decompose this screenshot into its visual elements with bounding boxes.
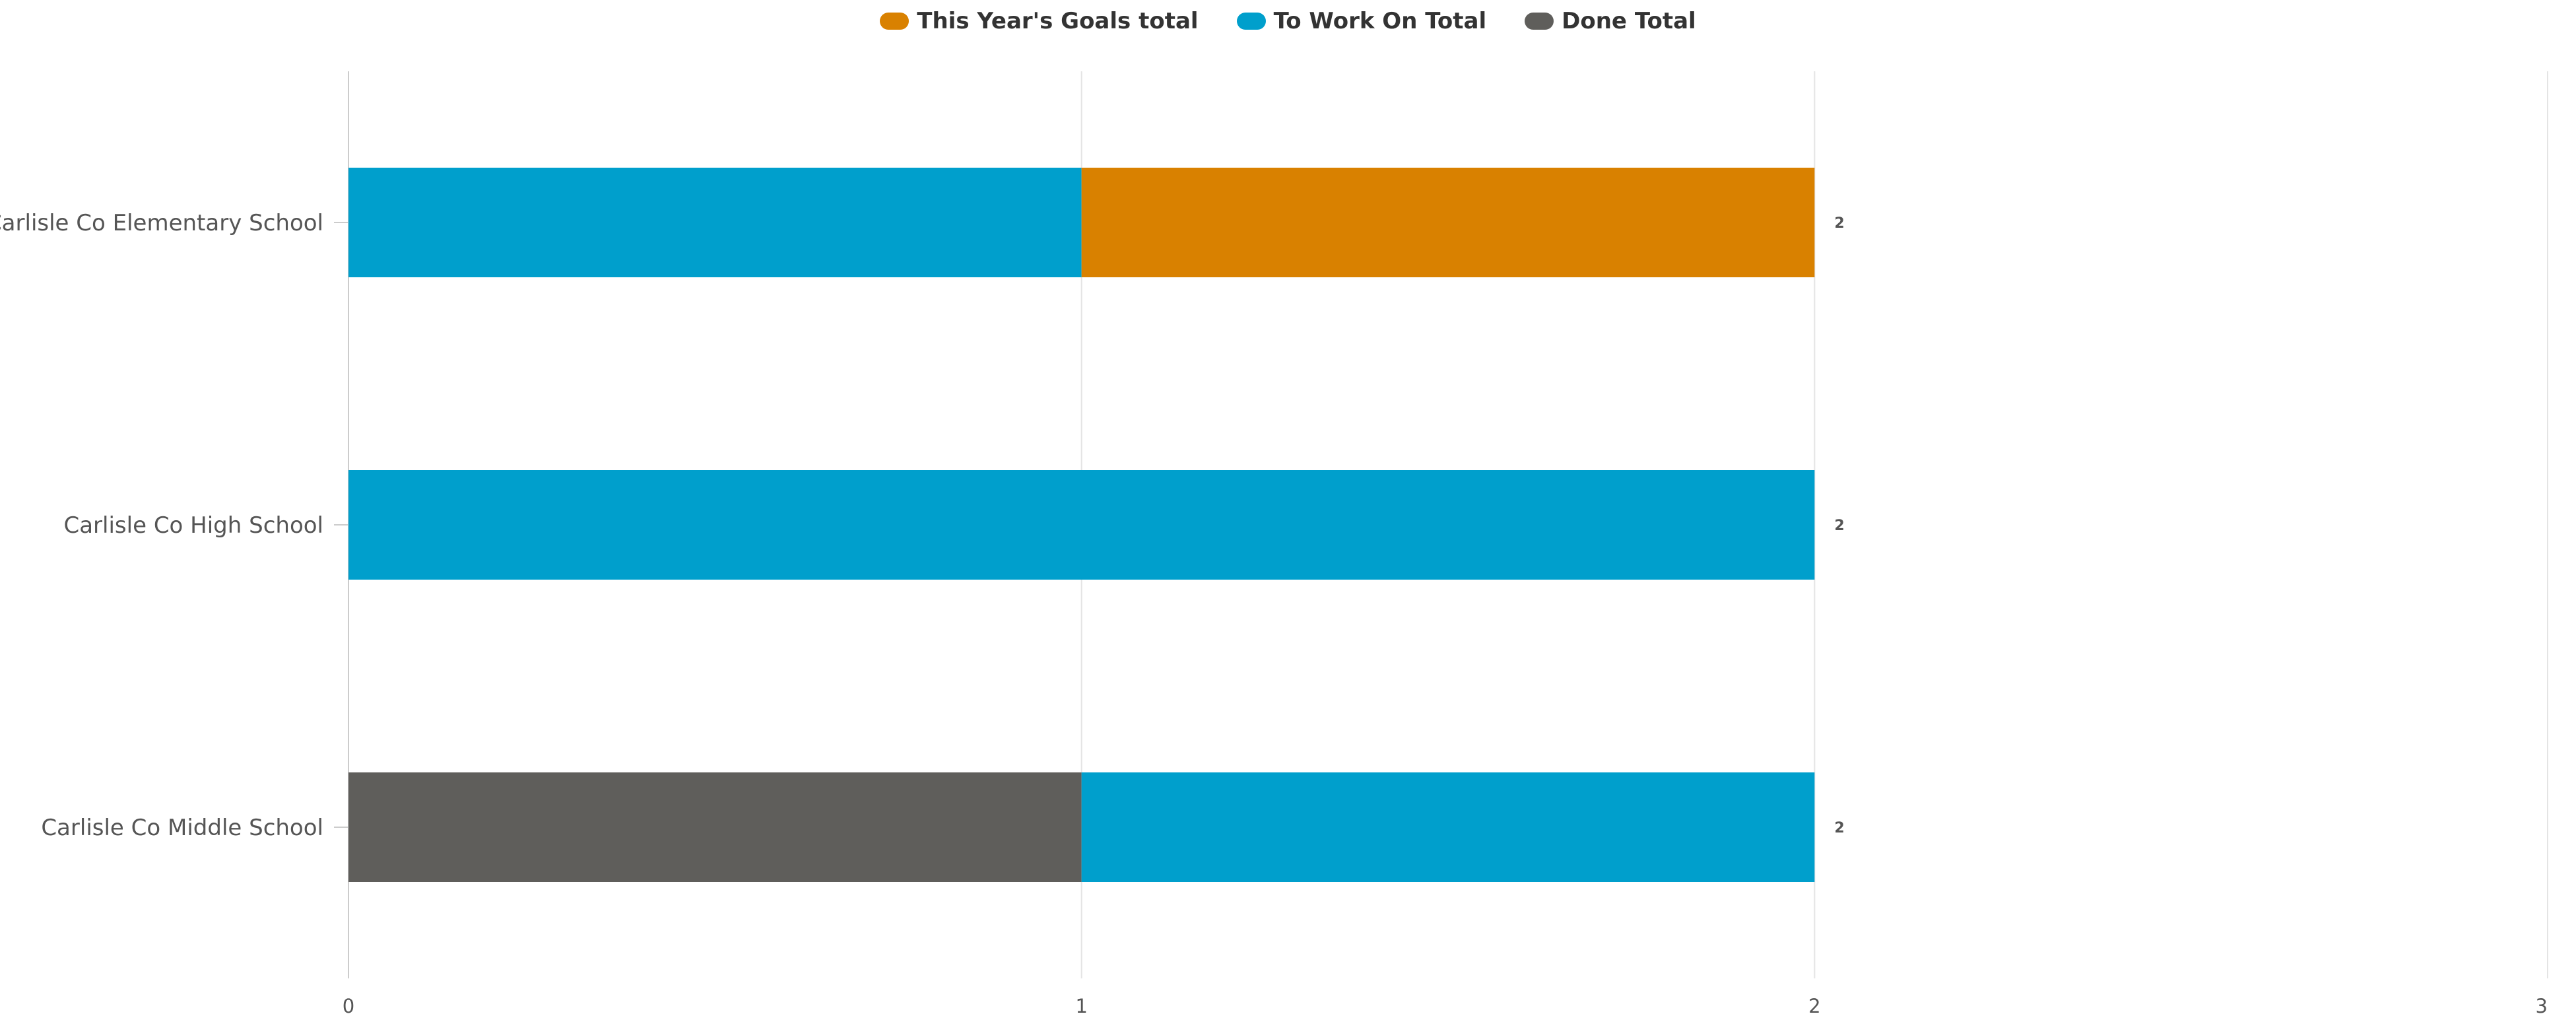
legend-item-this-years-goals-total[interactable]: This Year's Goals total	[880, 8, 1199, 34]
x-tick-label-3: 3	[2536, 995, 2548, 1017]
legend-label-to-work-on-total: To Work On Total	[1273, 8, 1487, 34]
total-label-carlisle-co-elementary-school: 2	[1834, 215, 1844, 232]
x-tick-label-2: 2	[1808, 995, 1820, 1017]
legend-item-done-total[interactable]: Done Total	[1525, 8, 1696, 34]
legend-swatch-this-years-goals-total	[880, 13, 909, 30]
total-label-carlisle-co-high-school: 2	[1834, 518, 1844, 534]
category-label-carlisle-co-middle-school: Carlisle Co Middle School	[41, 815, 323, 841]
category-label-carlisle-co-elementary-school: Carlisle Co Elementary School	[0, 210, 323, 236]
bar-this-year-s-goals-total-carlisle-co-elementary-school[interactable]	[1081, 168, 1815, 277]
bar-done-total-carlisle-co-middle-school[interactable]	[348, 772, 1082, 882]
legend-item-to-work-on-total[interactable]: To Work On Total	[1236, 8, 1487, 34]
legend-swatch-to-work-on-total	[1236, 13, 1266, 30]
total-label-carlisle-co-middle-school: 2	[1834, 820, 1844, 836]
bar-to-work-on-total-carlisle-co-high-school[interactable]	[348, 470, 1815, 580]
legend-label-this-years-goals-total: This Year's Goals total	[917, 8, 1199, 34]
bar-to-work-on-total-carlisle-co-elementary-school[interactable]	[348, 168, 1082, 277]
legend-swatch-done-total	[1525, 13, 1554, 30]
chart-legend: This Year's Goals total To Work On Total…	[0, 4, 2576, 38]
x-tick-label-0: 0	[343, 995, 354, 1017]
bar-to-work-on-total-carlisle-co-middle-school[interactable]	[1081, 772, 1815, 882]
legend-label-done-total: Done Total	[1562, 8, 1696, 34]
category-label-carlisle-co-high-school: Carlisle Co High School	[63, 512, 323, 539]
x-tick-label-1: 1	[1075, 995, 1087, 1017]
